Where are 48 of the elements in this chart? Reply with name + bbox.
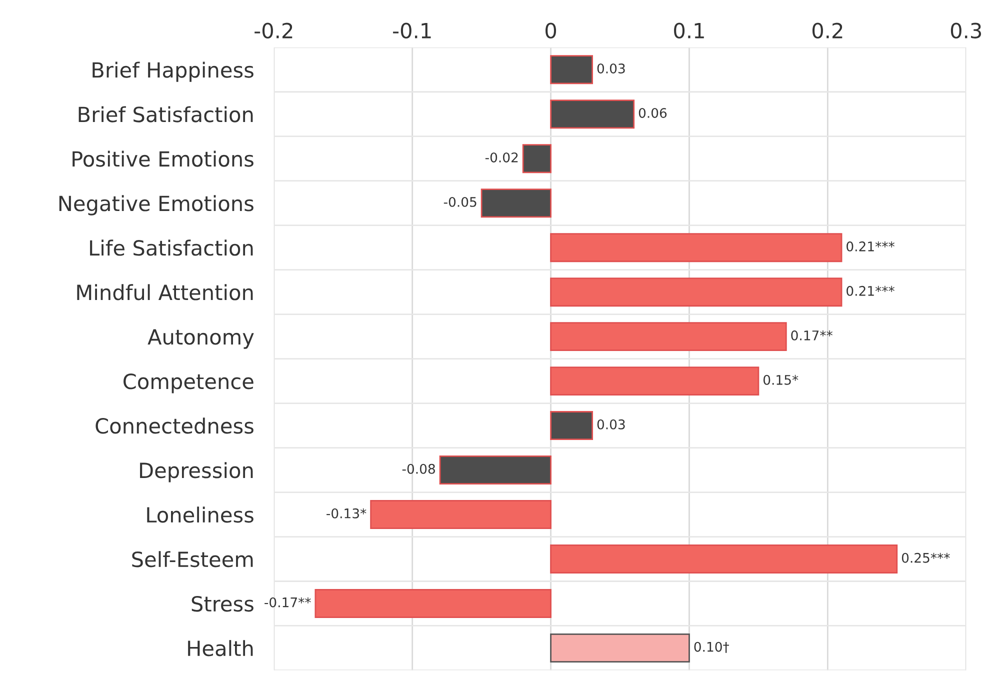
y-tick-label: Brief Satisfaction bbox=[78, 106, 253, 122]
y-tick-label: Stress bbox=[192, 596, 254, 612]
y-tick-label: Health bbox=[188, 640, 253, 656]
y-tick-label: Autonomy bbox=[148, 329, 254, 349]
x-tick-label: -0.2 bbox=[254, 22, 292, 38]
bar bbox=[439, 456, 552, 485]
x-tick-label: 0.3 bbox=[950, 22, 982, 38]
bar bbox=[550, 634, 690, 662]
y-tick-label: Positive Emotions bbox=[72, 150, 254, 167]
bar bbox=[550, 411, 594, 440]
x-tick-label: 0.1 bbox=[674, 22, 704, 38]
y-tick-label: Competence bbox=[124, 374, 254, 394]
y-tick-label: Brief Happiness bbox=[92, 62, 254, 82]
data-label: 0.03 bbox=[597, 63, 625, 74]
bar bbox=[550, 366, 760, 396]
y-tick-label: Negative Emotions bbox=[59, 195, 254, 216]
y-tick-label: Depression bbox=[140, 462, 253, 482]
data-label: 0.21*** bbox=[846, 241, 894, 252]
y-tick-label: Self-Esteem bbox=[132, 551, 253, 568]
data-label: -0.05 bbox=[444, 196, 476, 207]
data-label: 0.15* bbox=[763, 374, 798, 385]
x-tick-label: 0.2 bbox=[812, 22, 842, 38]
bar bbox=[550, 544, 898, 574]
x-tick-label: 0 bbox=[546, 22, 556, 38]
data-label: 0.10† bbox=[694, 642, 730, 653]
y-tick-label: Life Satisfaction bbox=[90, 240, 253, 256]
bar bbox=[522, 144, 552, 174]
y-tick-label: Connectedness bbox=[96, 418, 254, 434]
y-tick-label: Loneliness bbox=[147, 506, 254, 523]
data-label: 0.17** bbox=[791, 330, 832, 340]
y-tick-label: Mindful Attention bbox=[77, 284, 253, 300]
data-label: 0.03 bbox=[597, 419, 625, 430]
bar bbox=[550, 55, 594, 84]
data-label: -0.13* bbox=[326, 508, 366, 518]
data-label: 0.21*** bbox=[846, 286, 894, 296]
data-label: 0.06 bbox=[638, 108, 667, 118]
data-label: -0.02 bbox=[485, 152, 518, 162]
data-label: 0.25*** bbox=[902, 552, 950, 563]
bar bbox=[550, 233, 842, 262]
bar bbox=[550, 322, 787, 352]
data-label: -0.17** bbox=[264, 597, 311, 608]
bar bbox=[314, 589, 552, 618]
x-tick-label: -0.1 bbox=[393, 22, 431, 38]
data-label: -0.08 bbox=[402, 464, 435, 474]
bar bbox=[370, 500, 552, 530]
bar bbox=[550, 278, 842, 307]
bar bbox=[550, 100, 635, 129]
bar bbox=[480, 188, 552, 218]
